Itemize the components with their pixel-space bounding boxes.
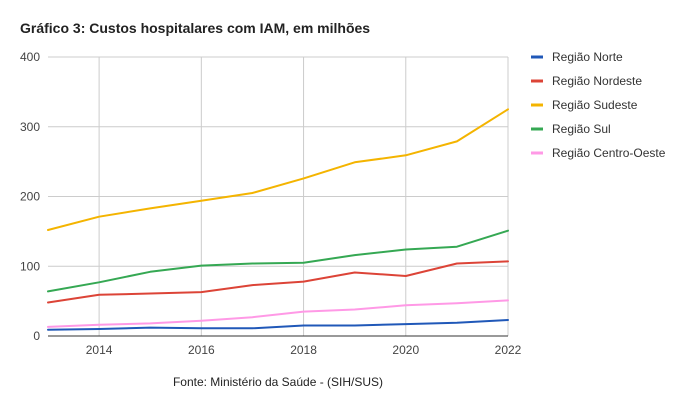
chart-title: Gráfico 3: Custos hospitalares com IAM, …: [20, 20, 370, 36]
y-tick-label: 200: [20, 190, 40, 204]
x-tick-label: 2014: [86, 343, 113, 357]
x-tick-label: 2022: [495, 343, 522, 357]
series-line-3: [47, 108, 509, 231]
x-tick-label: 2016: [188, 343, 215, 357]
series-line-2: [47, 260, 509, 304]
y-tick-label: 400: [20, 50, 40, 64]
series-line-4: [47, 229, 509, 293]
legend: Região Norte Região Nordeste Região Sudest…: [531, 50, 666, 160]
legend-label: Região Nordeste: [552, 74, 642, 88]
legend-label: Região Sul: [552, 122, 611, 136]
legend-label: Região Centro-Oeste: [552, 146, 666, 160]
chart-source: Fonte: Ministério da Saúde - (SIH/SUS): [173, 375, 383, 389]
x-tick-label: 2020: [392, 343, 419, 357]
y-tick-label: 0: [33, 329, 40, 343]
legend-label: Região Sudeste: [552, 98, 638, 112]
y-tick-label: 300: [20, 120, 40, 134]
grid: [48, 56, 509, 336]
y-tick-label: 100: [20, 259, 40, 273]
x-tick-label: 2018: [290, 343, 317, 357]
series-lines: [47, 108, 509, 331]
series-line-5: [47, 299, 509, 328]
series-line-1: [47, 319, 509, 331]
legend-label: Região Norte: [552, 50, 623, 64]
axes: 0 100 200 300 400 2014 2016 2018 2020 2022: [20, 50, 522, 357]
